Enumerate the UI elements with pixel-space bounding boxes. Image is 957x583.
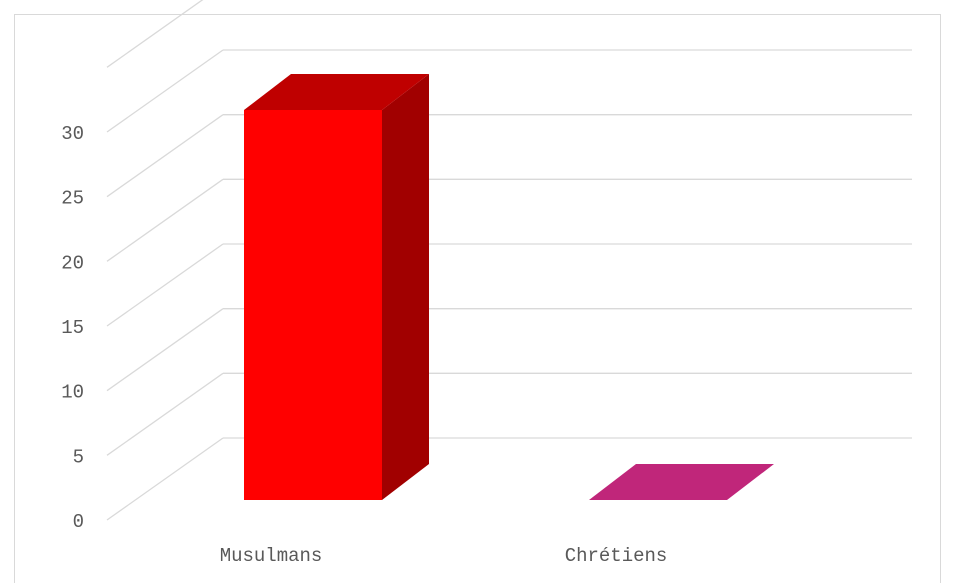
bar-top-face: [244, 74, 429, 110]
y-tick-label: 0: [73, 511, 84, 533]
side-gridline: [106, 308, 224, 392]
y-tick-label: 10: [61, 382, 84, 404]
side-gridline: [106, 114, 224, 198]
x-category-label: Chrétiens: [565, 545, 668, 567]
y-tick-label: 15: [61, 317, 84, 339]
side-gridline: [106, 243, 224, 327]
bar-side-face: [382, 74, 429, 500]
bar-flat-face: [589, 464, 774, 500]
x-category-label: Musulmans: [220, 545, 323, 567]
side-gridline: [106, 0, 204, 68]
y-tick-label: 20: [61, 252, 84, 274]
side-gridline: [106, 437, 224, 521]
bar-chretiens: [589, 464, 774, 500]
x-axis-category-labels: Musulmans Chrétiens: [220, 545, 668, 567]
side-wall-gridlines: [106, 0, 224, 521]
y-tick-label: 5: [73, 446, 84, 468]
bar-musulmans: [244, 74, 429, 500]
y-tick-label: 25: [61, 188, 84, 210]
bars: [244, 74, 774, 500]
side-gridline: [106, 49, 224, 133]
side-gridline: [106, 178, 224, 262]
side-gridline: [106, 372, 224, 456]
chart-frame: [14, 14, 941, 583]
bar-front-face: [244, 110, 382, 500]
y-axis-tick-labels: 0 5 10 15 20 25 30: [61, 123, 84, 533]
y-tick-label: 30: [61, 123, 84, 145]
